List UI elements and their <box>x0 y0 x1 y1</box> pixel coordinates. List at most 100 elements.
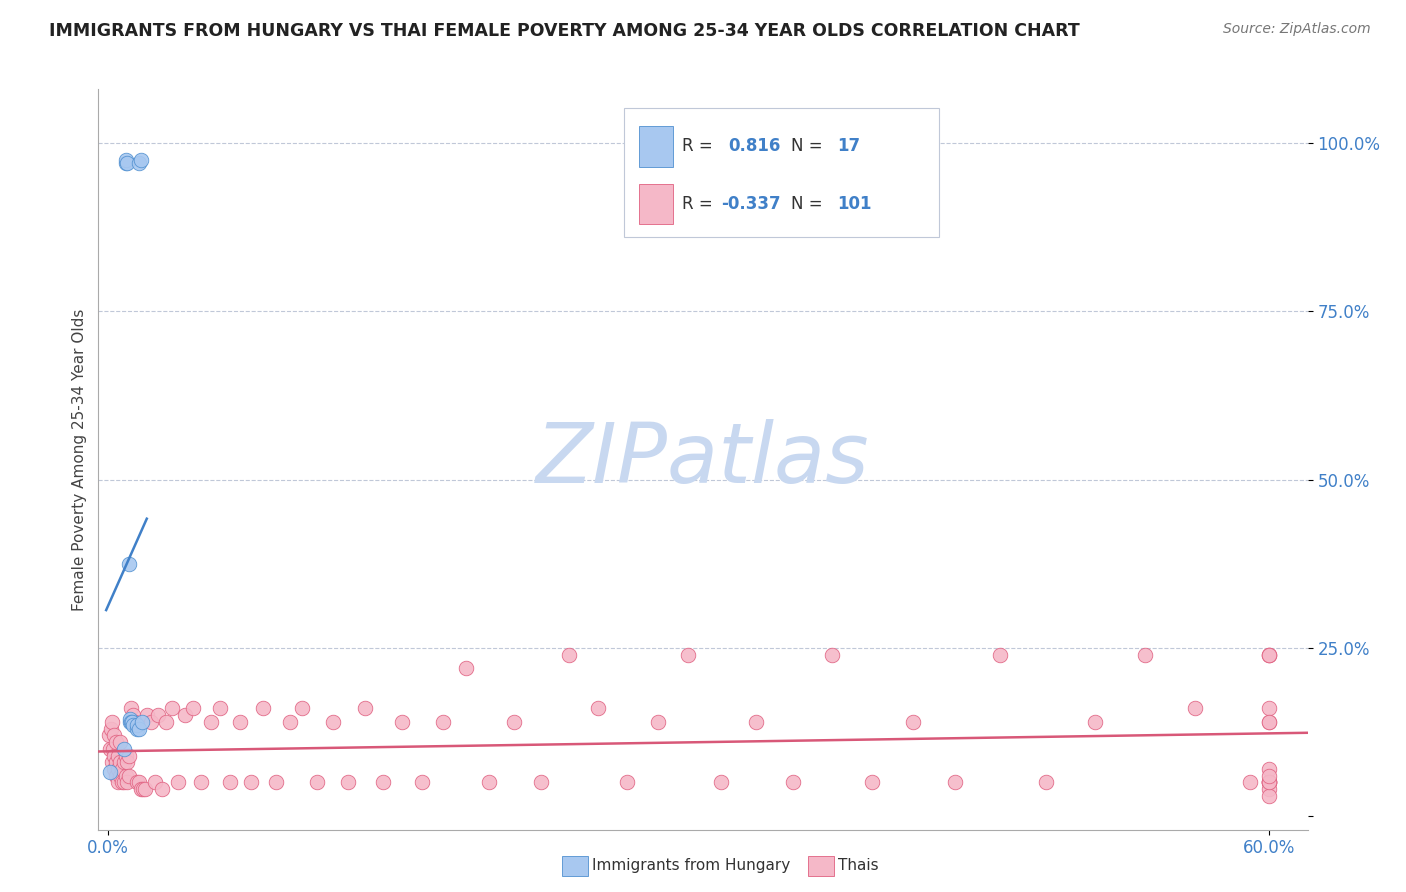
Point <box>129 153 152 167</box>
Point <box>118 714 141 729</box>
Point <box>503 714 526 729</box>
Point <box>108 735 131 749</box>
Point <box>114 769 136 783</box>
Point <box>209 701 232 715</box>
Point <box>135 708 157 723</box>
Point <box>143 775 166 789</box>
Point <box>101 741 124 756</box>
Point <box>1239 775 1261 789</box>
Point <box>1257 775 1279 789</box>
Text: IMMIGRANTS FROM HUNGARY VS THAI FEMALE POVERTY AMONG 25-34 YEAR OLDS CORRELATION: IMMIGRANTS FROM HUNGARY VS THAI FEMALE P… <box>49 22 1080 40</box>
Point <box>118 748 141 763</box>
Text: ZIPatlas: ZIPatlas <box>536 419 870 500</box>
Point <box>1257 648 1279 662</box>
Point <box>530 775 553 789</box>
Point <box>107 762 129 776</box>
Point <box>166 775 188 789</box>
Point <box>1257 714 1279 729</box>
Point <box>117 756 139 770</box>
Point <box>1035 775 1057 789</box>
Point <box>112 756 135 770</box>
Text: R =: R = <box>682 195 718 213</box>
Point <box>290 701 312 715</box>
Point <box>228 714 250 729</box>
Text: R =: R = <box>682 137 718 155</box>
Point <box>1257 789 1279 803</box>
Point <box>98 728 121 742</box>
Point <box>860 775 883 789</box>
Point <box>988 648 1011 662</box>
Point <box>115 153 138 167</box>
Text: Thais: Thais <box>838 858 879 872</box>
Y-axis label: Female Poverty Among 25-34 Year Olds: Female Poverty Among 25-34 Year Olds <box>72 309 87 610</box>
Point <box>127 775 149 789</box>
FancyBboxPatch shape <box>624 108 939 237</box>
Point <box>678 648 700 662</box>
Point <box>1257 714 1279 729</box>
Point <box>278 714 301 729</box>
Point <box>219 775 242 789</box>
Point <box>148 708 170 723</box>
Point <box>1257 648 1279 662</box>
Point <box>321 714 343 729</box>
Point <box>139 714 162 729</box>
Point <box>100 722 122 736</box>
Point <box>118 557 141 571</box>
Point <box>411 775 433 789</box>
Point <box>901 714 924 729</box>
Point <box>1133 648 1156 662</box>
Text: 101: 101 <box>837 195 872 213</box>
Point <box>125 722 148 736</box>
Point <box>252 701 274 715</box>
Text: 0.816: 0.816 <box>728 137 780 155</box>
Point <box>337 775 360 789</box>
Point <box>122 708 145 723</box>
Point <box>190 775 212 789</box>
Point <box>107 748 129 763</box>
Point <box>124 714 146 729</box>
Point <box>782 775 804 789</box>
Text: N =: N = <box>792 137 828 155</box>
Text: N =: N = <box>792 195 828 213</box>
Point <box>305 775 328 789</box>
Point <box>478 775 501 789</box>
Point <box>181 701 204 715</box>
Point <box>134 782 156 797</box>
Point <box>200 714 222 729</box>
Point <box>115 156 138 170</box>
Point <box>1257 775 1279 789</box>
Point <box>354 701 377 715</box>
Point <box>122 718 145 732</box>
Point <box>128 722 150 736</box>
Point <box>98 765 121 780</box>
Point <box>103 728 125 742</box>
Point <box>108 769 131 783</box>
Point <box>557 648 579 662</box>
Point <box>104 769 127 783</box>
Point <box>1084 714 1107 729</box>
Point <box>121 714 143 729</box>
Point <box>112 741 135 756</box>
Point <box>98 741 121 756</box>
Point <box>647 714 669 729</box>
Point <box>1184 701 1206 715</box>
Point <box>107 775 129 789</box>
Point <box>1257 769 1279 783</box>
Point <box>111 762 134 776</box>
Point <box>104 735 127 749</box>
Point <box>710 775 733 789</box>
Point <box>101 756 124 770</box>
Text: Immigrants from Hungary: Immigrants from Hungary <box>592 858 790 872</box>
Point <box>1257 648 1279 662</box>
Point <box>112 775 135 789</box>
Point <box>108 756 131 770</box>
Point <box>120 701 142 715</box>
Point <box>586 701 609 715</box>
Point <box>266 775 288 789</box>
Point <box>240 775 263 789</box>
Point <box>821 648 844 662</box>
Point <box>1257 775 1279 789</box>
Point <box>103 748 125 763</box>
Point <box>120 712 142 726</box>
Bar <box>638 126 673 167</box>
